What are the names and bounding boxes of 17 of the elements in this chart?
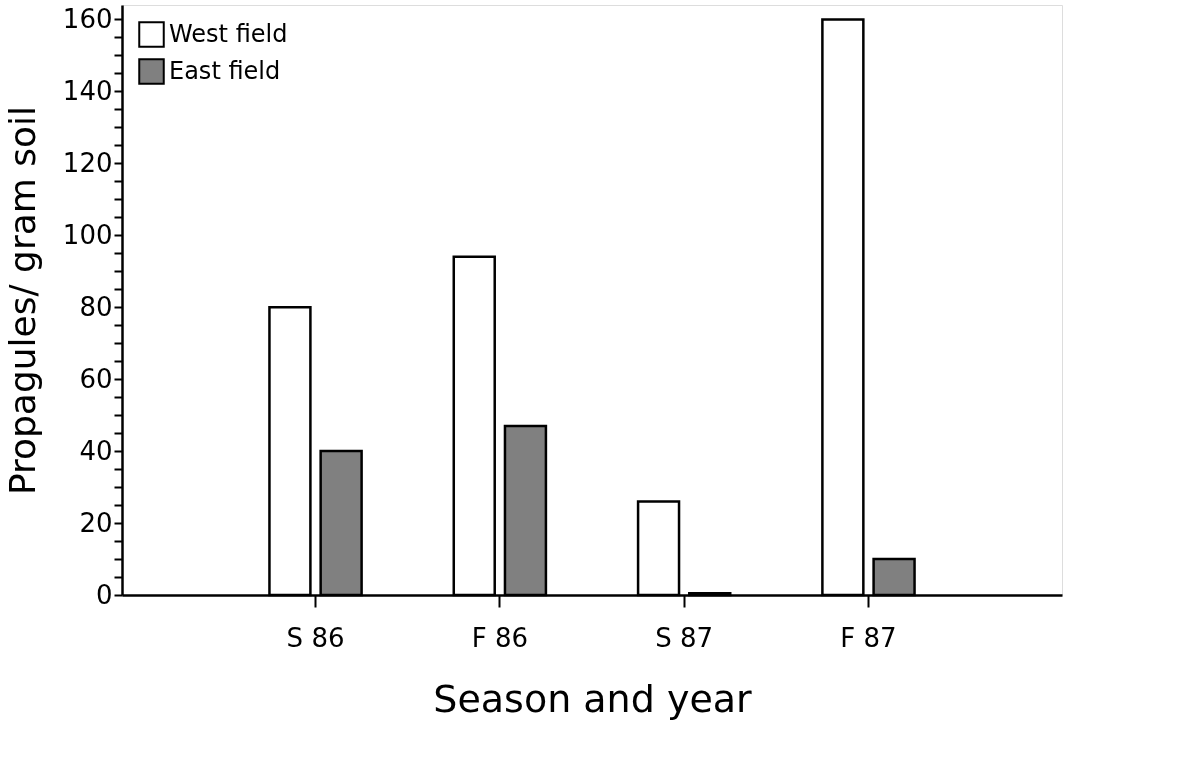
y-tick-label: 40 (79, 435, 113, 466)
legend-label: West field (169, 19, 288, 48)
y-tick-label: 120 (62, 147, 113, 178)
y-tick-label: 20 (79, 507, 113, 538)
legend-label: East field (169, 56, 281, 85)
y-tick-label: 0 (95, 579, 113, 610)
y-tick-label: 60 (79, 363, 113, 394)
x-tick-label: F 87 (840, 622, 897, 653)
y-axis-title: Propagules/ gram soil (1, 105, 43, 496)
y-tick-label: 160 (62, 3, 113, 34)
y-tick-label: 140 (62, 75, 113, 106)
x-tick-label: F 86 (471, 622, 528, 653)
x-axis-title: Season and year (433, 676, 753, 721)
y-tick-label: 80 (79, 291, 113, 322)
x-tick-label: S 86 (286, 622, 345, 653)
x-tick-label: S 87 (655, 622, 714, 653)
y-tick-label: 100 (62, 219, 113, 250)
